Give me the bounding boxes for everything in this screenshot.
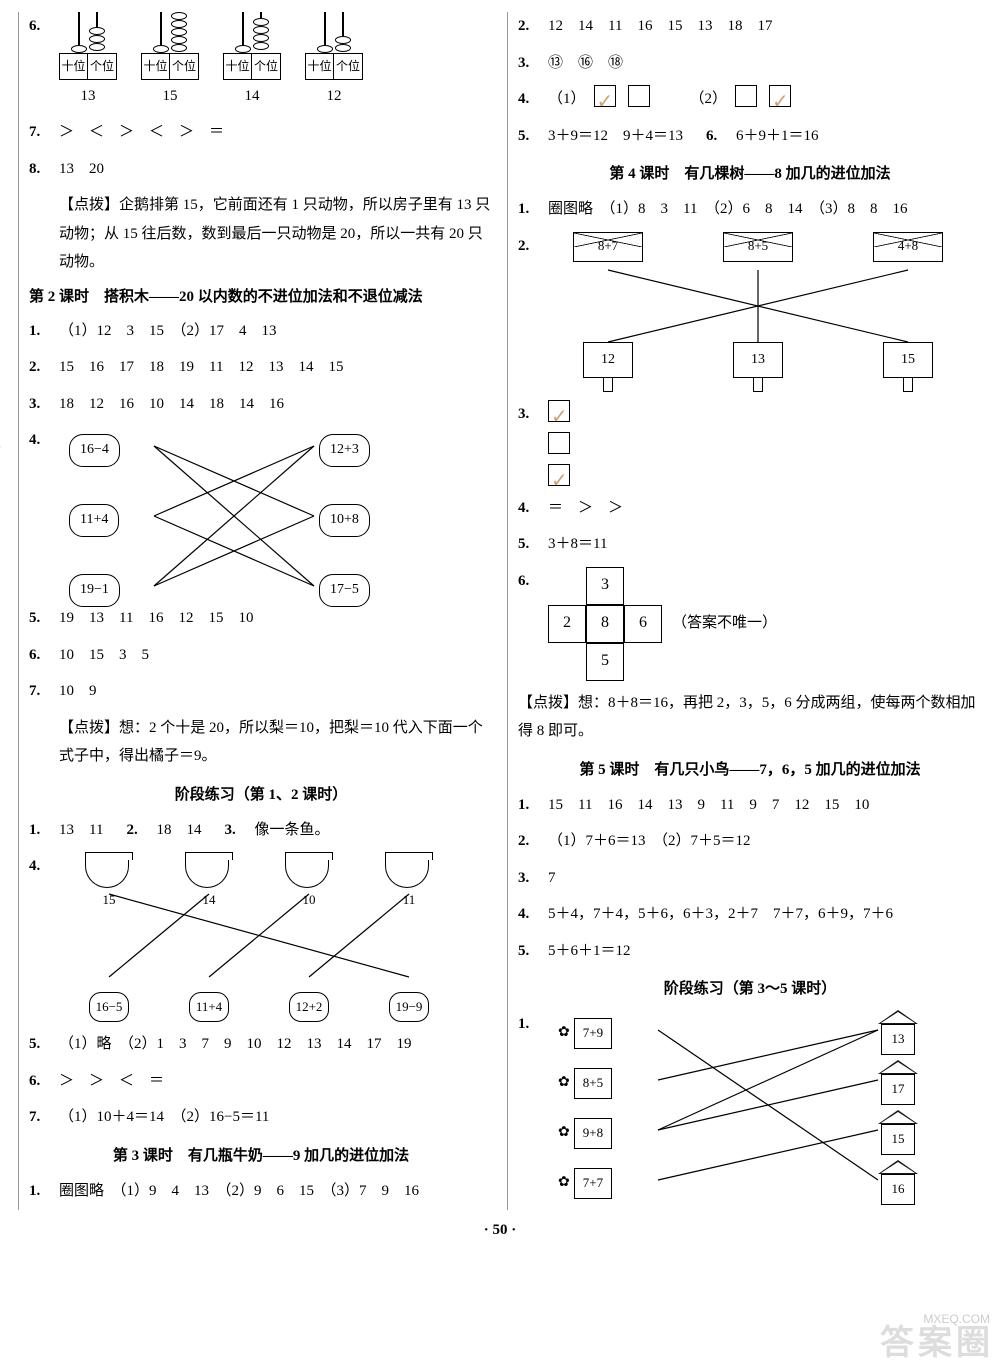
page-number: · 50 · [18, 1222, 982, 1239]
flower-house-diagram: ✿7+9 ✿8+5 ✿9+8 ✿7+7 13 17 15 16 [548, 1010, 968, 1210]
watermark-url: MXEQ.COM [923, 1312, 990, 1326]
q4: 4. （1） （2） [518, 85, 982, 114]
flower-icon: ✿ [558, 1070, 570, 1097]
q7: 7. ＞ ＜ ＞ ＜ ＞ ＝ [29, 118, 493, 147]
left-column: 6. 十位个位13十位个位15十位个位14十位个位12 7. ＞ ＜ ＞ ＜ ＞… [18, 12, 493, 1210]
q8-hint: 【点拨】企鹅排第 15，它前面还有 1 只动物，所以房子里有 13 只动物；从 … [29, 191, 493, 277]
s2q7-hint: 【点拨】想：2 个十是 20，所以梨＝10，把梨＝10 代入下面一个式子中，得出… [29, 714, 493, 771]
checkbox-icon [769, 85, 791, 107]
cup-diagram: 15 14 10 11 16−5 11+4 12+2 19−9 [59, 852, 459, 1022]
p4: 4. 15 14 10 11 16−5 11+4 12+2 19−9 [29, 852, 493, 1022]
flower-icon: ✿ [558, 1020, 570, 1047]
fish-item: 12+3 [319, 434, 370, 467]
page: 6. 十位个位13十位个位15十位个位14十位个位12 7. ＞ ＜ ＞ ＜ ＞… [18, 12, 982, 1210]
stage1-line1: 1.13 11 2.18 14 3.像一条鱼。 [29, 816, 493, 845]
cross-grid: 3 286 5 [548, 567, 662, 681]
q6: 6. 十位个位13十位个位15十位个位14十位个位12 [29, 12, 493, 110]
section-4-title: 第 4 课时 有几棵树——8 加几的进位加法 [518, 162, 982, 183]
s4q6: 6. 3 286 5 （答案不唯一） [518, 567, 982, 681]
s2q4: 4. 16−4 11+4 19−1 12+3 10+8 17−5 [29, 426, 493, 596]
stray-paren: ) [0, 430, 1, 462]
fish-item: 10+8 [319, 504, 370, 537]
s4q2: 2. 8+7 8+5 4+8 12 13 15 [518, 232, 982, 392]
fish-item: 19−1 [69, 574, 120, 607]
flower-icon: ✿ [558, 1120, 570, 1147]
q7-text: ＞ ＜ ＞ ＜ ＞ ＝ [59, 118, 224, 147]
checkbox-icon [628, 85, 650, 107]
section-5-title: 第 5 课时 有几只小鸟——7，6，5 加几的进位加法 [518, 758, 982, 779]
q8: 8. 13 20 [29, 155, 493, 184]
checkbox-icon [735, 85, 757, 107]
q-num: 6. [29, 12, 51, 41]
checkbox-icon [548, 400, 570, 422]
checkbox-icon [594, 85, 616, 107]
fish-item: 17−5 [319, 574, 370, 607]
section-3-title: 第 3 课时 有几瓶牛奶——9 加几的进位加法 [29, 1144, 493, 1165]
section-2-title: 第 2 课时 搭积木——20 以内数的不进位加法和不退位减法 [29, 285, 493, 309]
flower-icon: ✿ [558, 1170, 570, 1197]
s4q6-hint: 【点拨】想：8＋8＝16，再把 2，3，5，6 分成两组，使每两个数相加得 8 … [518, 689, 982, 746]
right-column: 2.12 14 11 16 15 13 18 17 3.⑬ ⑯ ⑱ 4. （1）… [507, 12, 982, 1210]
fish-item: 11+4 [69, 504, 119, 537]
checkbox-icon [548, 464, 570, 486]
s4q3: 3. [518, 400, 982, 486]
envelope-diagram: 8+7 8+5 4+8 12 13 15 [548, 232, 968, 392]
pr1: 1. ✿7+9 ✿8+5 ✿9+8 ✿7+7 13 17 15 16 [518, 1010, 982, 1210]
stage-2-title: 阶段练习（第 3～5 课时） [518, 977, 982, 998]
fish-item: 16−4 [69, 434, 120, 467]
abacus-set: 十位个位13十位个位15十位个位14十位个位12 [59, 12, 363, 110]
checkbox-icon [548, 432, 570, 454]
fish-diagram: 16−4 11+4 19−1 12+3 10+8 17−5 [59, 426, 419, 596]
stage-1-title: 阶段练习（第 1、2 课时） [29, 783, 493, 804]
